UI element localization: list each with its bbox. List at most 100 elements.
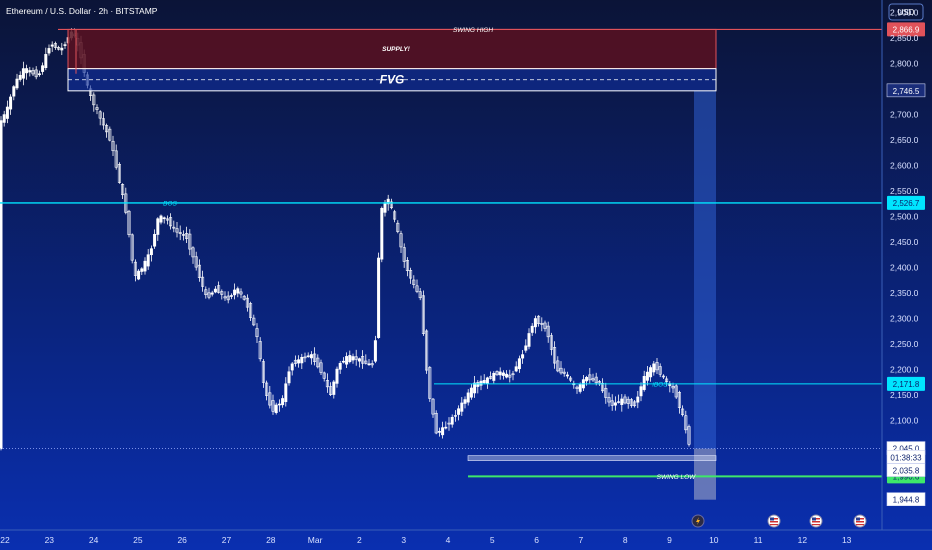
candle[interactable] [172,220,176,233]
candle[interactable] [377,252,381,339]
candle[interactable] [127,209,131,238]
candle[interactable] [268,385,272,409]
candle[interactable] [210,290,214,297]
candle[interactable] [559,361,563,375]
candle[interactable] [15,73,19,90]
symbol-title[interactable]: Ethereum / U.S. Dollar · 2h · BITSTAMP [6,6,158,16]
candle[interactable] [57,45,61,51]
candle[interactable] [191,246,195,264]
candle[interactable] [300,353,304,370]
candle[interactable] [133,259,137,282]
candle[interactable] [501,370,505,380]
candle[interactable] [530,323,534,336]
candle[interactable] [463,396,467,409]
candle[interactable] [34,66,38,80]
candle[interactable] [37,70,41,77]
candle[interactable] [629,398,633,408]
candle[interactable] [348,350,352,364]
candle[interactable] [290,362,294,376]
lightning-icon[interactable] [691,514,705,528]
candle[interactable] [12,85,16,101]
candle[interactable] [677,390,681,414]
candle[interactable] [441,421,445,439]
candle[interactable] [169,213,173,230]
candle[interactable] [143,257,147,275]
candle[interactable] [601,378,605,394]
candle[interactable] [178,225,182,241]
candle[interactable] [41,62,45,75]
candle[interactable] [149,245,153,262]
candle[interactable] [60,42,64,56]
candle[interactable] [613,396,617,411]
candle[interactable] [485,376,489,389]
candle[interactable] [351,353,355,364]
candle[interactable] [402,243,406,268]
candle[interactable] [101,112,105,130]
candle[interactable] [50,41,54,52]
candle[interactable] [258,337,262,362]
candle[interactable] [533,315,537,334]
target-projection[interactable] [694,90,716,449]
candle[interactable] [476,380,480,394]
candle[interactable] [498,367,502,380]
candle[interactable] [495,370,499,376]
candle[interactable] [482,374,486,385]
candle[interactable] [303,352,307,363]
candle[interactable] [25,64,29,80]
candle[interactable] [111,135,115,157]
candle[interactable] [354,349,358,366]
candle[interactable] [175,221,179,238]
candle[interactable] [21,61,25,86]
candle[interactable] [658,363,662,378]
candle[interactable] [181,230,185,241]
candle[interactable] [460,397,464,416]
candle[interactable] [639,382,643,402]
candle[interactable] [473,375,477,398]
candle[interactable] [309,351,313,365]
candle[interactable] [511,370,515,381]
candle[interactable] [95,104,99,115]
candle[interactable] [447,417,451,431]
candle[interactable] [562,368,566,377]
candle[interactable] [297,355,301,368]
candle[interactable] [665,376,669,387]
candle[interactable] [604,382,608,404]
candle[interactable] [242,295,246,301]
candle[interactable] [370,360,374,368]
candle[interactable] [553,341,557,369]
candle[interactable] [47,44,51,56]
candle[interactable] [245,294,249,312]
candle[interactable] [130,233,134,264]
candle[interactable] [306,352,310,358]
candle[interactable] [105,123,109,138]
candle[interactable] [389,198,393,210]
candle[interactable] [44,47,48,71]
candle[interactable] [249,301,253,322]
candle[interactable] [239,288,243,299]
candle[interactable] [274,402,278,415]
candle[interactable] [207,287,211,300]
candle[interactable] [373,335,377,364]
candle[interactable] [277,399,281,412]
event-flags[interactable] [767,514,867,528]
candle[interactable] [537,315,541,327]
candle[interactable] [652,360,656,376]
candle[interactable] [338,360,342,374]
candle[interactable] [252,314,256,327]
candle[interactable] [329,382,333,397]
candle[interactable] [524,339,528,353]
candle[interactable] [546,321,550,343]
candle[interactable] [418,288,422,301]
candle[interactable] [565,371,569,379]
candle[interactable] [357,357,361,368]
candle[interactable] [649,365,653,382]
candle[interactable] [332,379,336,399]
candle[interactable] [549,332,553,356]
candle[interactable] [0,116,3,451]
candle[interactable] [31,67,35,77]
candle[interactable] [162,216,166,224]
candle[interactable] [396,220,400,234]
candle[interactable] [425,329,429,374]
currency-button[interactable]: USD [898,8,915,17]
candle[interactable] [626,396,630,409]
